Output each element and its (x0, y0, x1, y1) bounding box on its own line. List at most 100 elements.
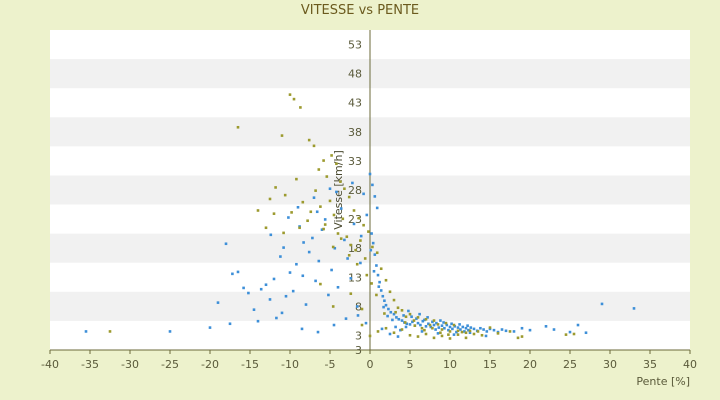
data-point-olive (432, 336, 436, 340)
data-point-olive (520, 335, 524, 338)
x-tick-label: 10 (443, 358, 457, 371)
data-point-blue (256, 319, 260, 323)
data-point-blue (426, 316, 429, 319)
data-point-blue (351, 181, 354, 185)
data-point-blue (405, 322, 409, 326)
data-point-olive (357, 216, 361, 220)
x-tick-label: 40 (683, 358, 697, 371)
data-point-blue (371, 241, 375, 245)
data-point-blue (291, 289, 295, 293)
data-point-blue (468, 331, 472, 335)
data-point-blue (269, 233, 273, 237)
data-point-blue (216, 301, 220, 304)
data-point-blue (332, 323, 336, 327)
data-point-blue (335, 190, 338, 194)
y-tick-label: 43 (348, 97, 362, 110)
data-point-olive (384, 278, 388, 282)
data-point-blue (432, 323, 436, 327)
data-point-olive (325, 175, 329, 178)
data-point-blue (242, 286, 245, 290)
data-point-olive (464, 331, 468, 335)
data-point-blue (445, 323, 449, 327)
data-point-olive (256, 209, 260, 212)
data-point-olive (306, 219, 309, 223)
data-point-blue (600, 302, 604, 306)
data-point-olive (375, 251, 379, 255)
data-point-blue (352, 222, 356, 226)
data-point-blue (379, 289, 383, 292)
data-point-olive (236, 125, 240, 129)
y-axis-tick-labels: 338131823283338434853 (348, 39, 362, 357)
data-point-blue (439, 319, 442, 322)
data-point-blue (384, 303, 388, 307)
x-tick-label: 30 (603, 358, 617, 371)
data-point-olive (343, 187, 346, 191)
data-point-olive (392, 298, 396, 302)
data-point-blue (528, 328, 532, 332)
data-point-olive (436, 323, 440, 326)
data-point-olive (299, 106, 302, 109)
data-point-blue (435, 321, 438, 325)
data-point-olive (349, 243, 353, 247)
data-point-blue (472, 327, 476, 331)
x-axis-label: Pente [%] (636, 375, 690, 388)
data-point-blue (447, 328, 450, 332)
data-point-blue (402, 314, 405, 317)
data-point-blue (268, 298, 272, 301)
data-point-blue (284, 294, 288, 298)
data-point-blue (380, 327, 384, 331)
data-point-olive (362, 223, 365, 227)
data-point-blue (434, 328, 437, 331)
data-point-olive (379, 267, 383, 271)
data-point-olive (331, 305, 335, 308)
data-point-blue (279, 255, 282, 258)
data-point-blue (362, 192, 365, 196)
data-point-blue (408, 323, 412, 326)
data-point-olive (396, 306, 400, 310)
data-point-olive (375, 293, 378, 297)
data-point-olive (444, 321, 448, 325)
data-point-blue (632, 307, 636, 310)
data-point-blue (317, 259, 321, 263)
data-point-blue (301, 274, 305, 278)
data-point-olive (312, 144, 316, 148)
y-tick-label: 53 (348, 39, 362, 52)
data-point-olive (572, 332, 576, 336)
data-point-olive (360, 323, 364, 327)
y-axis-label: Vitesse [km/h] (332, 150, 345, 230)
data-point-blue (584, 331, 588, 335)
data-point-blue (394, 325, 397, 329)
data-point-blue (327, 293, 330, 297)
data-point-olive (347, 195, 351, 199)
data-point-olive (412, 319, 416, 322)
data-point-blue (312, 196, 316, 199)
x-tick-label: -10 (281, 358, 299, 371)
data-point-blue (287, 216, 290, 219)
data-point-blue (396, 335, 400, 338)
data-point-blue (568, 330, 572, 334)
data-point-olive (416, 335, 420, 338)
data-point-olive (347, 253, 351, 257)
data-point-blue (544, 325, 548, 328)
data-point-blue (387, 307, 390, 311)
data-point-olive (339, 180, 342, 183)
y-tick-label: 13 (348, 271, 362, 284)
data-point-olive (307, 138, 311, 142)
data-point-olive (322, 227, 325, 231)
data-point-blue (369, 248, 373, 252)
data-point-blue (259, 287, 263, 291)
data-point-blue (429, 325, 433, 329)
data-point-olive (456, 333, 460, 336)
data-point-blue (482, 328, 485, 331)
data-point-olive (272, 212, 276, 215)
data-point-blue (395, 316, 398, 319)
data-point-blue (343, 238, 346, 242)
x-tick-label: 20 (523, 358, 537, 371)
data-point-olive (516, 336, 520, 340)
data-point-blue (282, 246, 285, 249)
data-point-olive (400, 328, 404, 331)
data-point-olive (424, 332, 428, 336)
data-point-blue (296, 205, 300, 209)
data-point-olive (292, 97, 296, 101)
x-tick-label: -35 (81, 358, 99, 371)
